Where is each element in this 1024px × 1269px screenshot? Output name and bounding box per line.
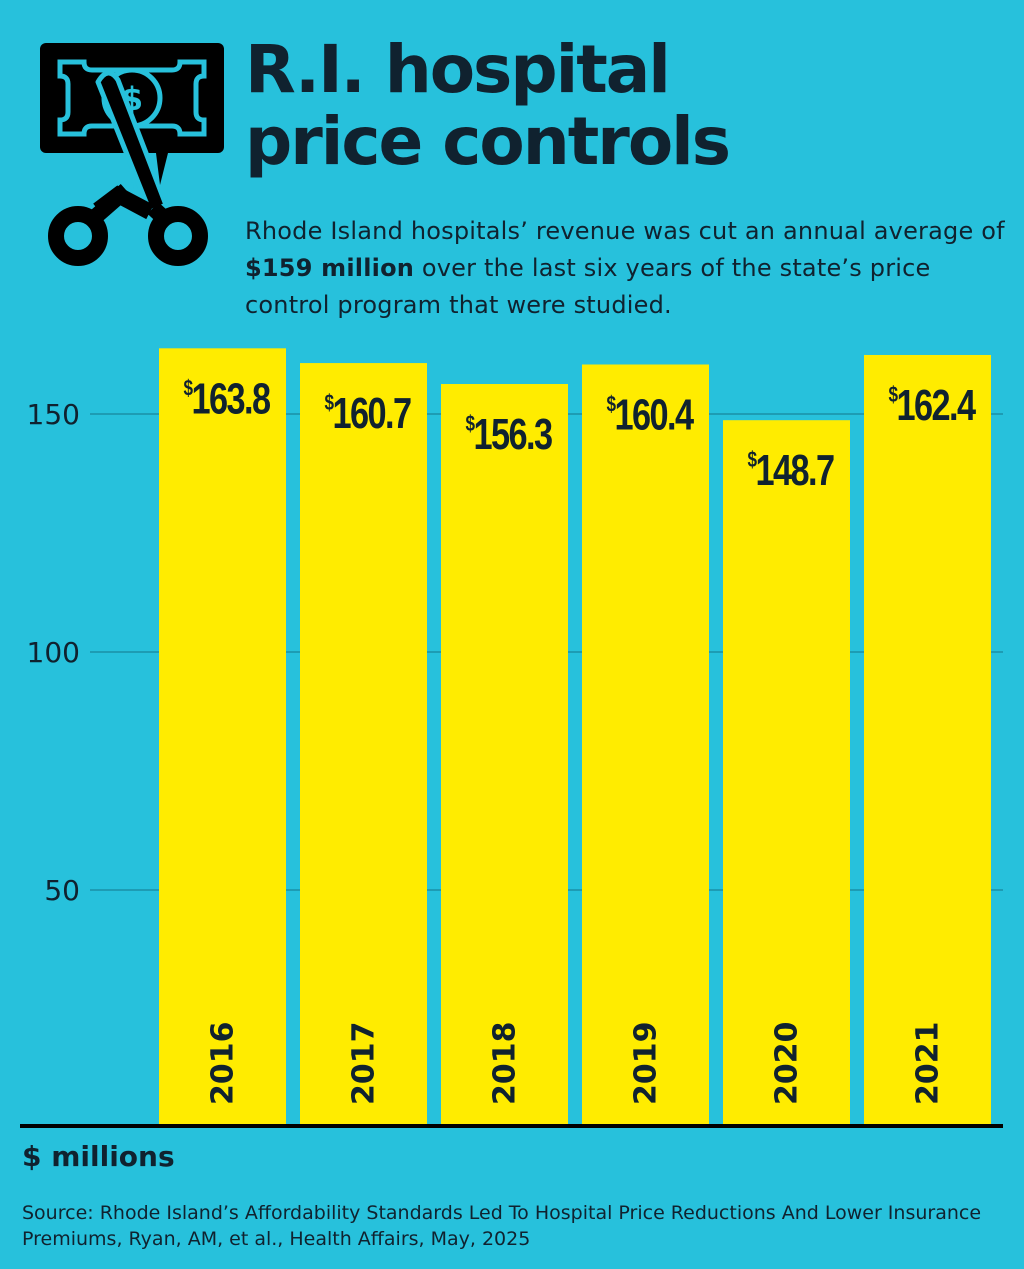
value-number: 160.4 — [614, 390, 694, 439]
value-number: 160.7 — [332, 389, 411, 438]
currency-prefix: $ — [747, 448, 757, 473]
scissors-cutting-dollar-bill-icon: $ — [38, 40, 228, 270]
value-number: 156.3 — [473, 410, 552, 459]
chart-subtitle: Rhode Island hospitals’ revenue was cut … — [245, 213, 1005, 324]
bar-value-label: $163.8 — [183, 374, 270, 423]
y-tick-label: 150 — [27, 398, 80, 431]
bar — [582, 364, 709, 1129]
x-category-label: 2021 — [911, 1022, 946, 1106]
x-category-label: 2017 — [347, 1022, 382, 1106]
y-tick-label: 100 — [27, 636, 80, 669]
value-number: 162.4 — [896, 381, 976, 430]
bar — [159, 348, 286, 1128]
bar-value-label: $162.4 — [888, 381, 976, 430]
subtitle-highlight: $159 million — [245, 254, 415, 282]
bar — [864, 354, 991, 1128]
bar — [300, 363, 427, 1128]
y-axis-unit-label: $ millions — [22, 1140, 175, 1173]
x-category-label: 2020 — [770, 1022, 805, 1106]
title-line-2: price controls — [245, 103, 731, 180]
bar-value-label: $160.7 — [324, 389, 411, 438]
title-line-1: R.I. hospital — [245, 31, 671, 108]
currency-prefix: $ — [183, 376, 193, 401]
bar — [723, 420, 850, 1128]
currency-prefix: $ — [465, 412, 475, 437]
value-number: 163.8 — [191, 374, 270, 423]
currency-prefix: $ — [888, 383, 898, 408]
bar-value-label: $148.7 — [747, 446, 834, 495]
x-category-label: 2019 — [629, 1022, 664, 1106]
source-note: Source: Rhode Island’s Affordability Sta… — [22, 1202, 982, 1250]
x-category-label: 2018 — [488, 1022, 523, 1106]
currency-prefix: $ — [606, 393, 616, 418]
bar-value-label: $160.4 — [606, 390, 694, 439]
x-category-label: 2016 — [206, 1022, 241, 1106]
subtitle-text-pre: Rhode Island hospitals’ revenue was cut … — [245, 217, 1005, 245]
bar-value-label: $156.3 — [465, 410, 552, 459]
y-tick-label: 50 — [44, 874, 80, 907]
currency-prefix: $ — [324, 391, 334, 416]
value-number: 148.7 — [755, 446, 834, 495]
subtitle-text-post: over the last six years of the state’s p… — [245, 254, 931, 319]
chart-title: R.I. hospital price controls — [245, 34, 1005, 178]
bar — [441, 384, 568, 1129]
